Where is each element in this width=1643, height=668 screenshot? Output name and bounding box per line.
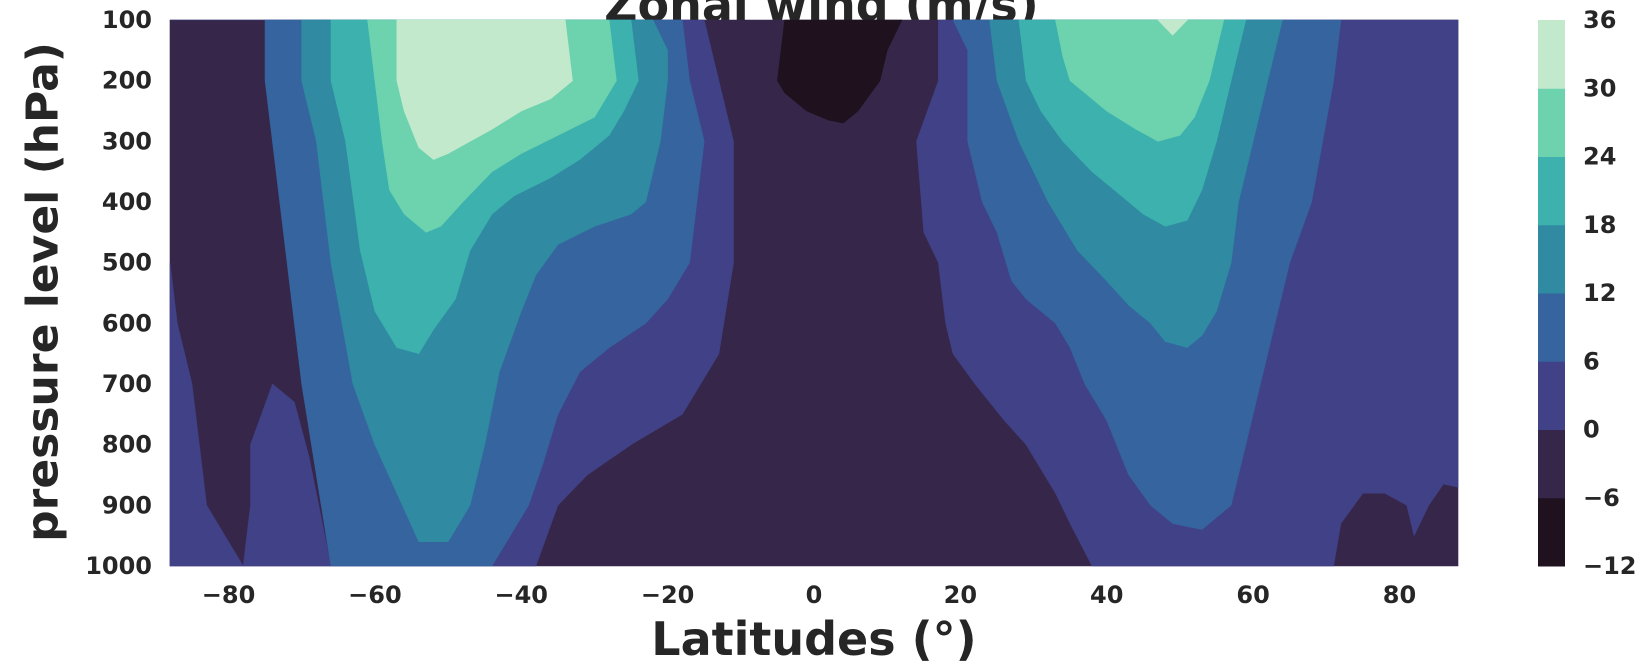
x-tick-label: 80 (1383, 581, 1416, 609)
colorbar-tick-label: 6 (1583, 347, 1600, 375)
x-tick-label: −40 (495, 581, 549, 609)
y-tick-label: 400 (102, 188, 152, 216)
colorbar-tick-label: 18 (1583, 211, 1616, 239)
colorbar-tick-label: 12 (1583, 279, 1616, 307)
contour-band-30-to-36 (1157, 19, 1188, 36)
colorbar-tick-label: −6 (1583, 484, 1620, 512)
colorbar-tick-label: 30 (1583, 74, 1616, 102)
y-tick-label: 900 (102, 491, 152, 519)
y-tick-label: 300 (102, 127, 152, 155)
x-tick-label: 40 (1090, 581, 1123, 609)
x-tick-label: 0 (806, 581, 823, 609)
colorbar-tick-label: 36 (1583, 6, 1616, 34)
y-tick-label: 600 (102, 309, 152, 337)
x-axis-label: Latitudes (°) (651, 612, 977, 666)
colorbar-band-6-to-12 (1538, 293, 1565, 362)
x-tick-label: −60 (348, 581, 402, 609)
contour-band-30-to-36 (396, 19, 573, 160)
y-tick-label: 800 (102, 431, 152, 459)
y-tick-label: 200 (102, 67, 152, 95)
colorbar-tick-label: −12 (1583, 552, 1637, 580)
contour-band-24-to-30 (1055, 19, 1225, 142)
contour-band--12-to--6 (777, 19, 903, 124)
colorbar-tick-label: 0 (1583, 416, 1600, 444)
colorbar-band-0-to-6 (1538, 361, 1565, 430)
x-tick-label: −20 (641, 581, 695, 609)
colorbar-band-30-to-36 (1538, 20, 1565, 89)
y-tick-label: 100 (102, 6, 152, 34)
y-tick-label: 1000 (85, 552, 152, 580)
y-tick-label: 500 (102, 249, 152, 277)
x-tick-label: 20 (944, 581, 977, 609)
colorbar-band-18-to-24 (1538, 156, 1565, 226)
colorbar-band-12-to-18 (1538, 224, 1565, 294)
colorbar-band-24-to-30 (1538, 88, 1565, 157)
x-tick-label: 60 (1236, 581, 1269, 609)
colorbar-band--6-to-0 (1538, 429, 1565, 499)
colorbar-band--12-to--6 (1538, 497, 1565, 567)
y-tick-label: 700 (102, 370, 152, 398)
colorbar-tick-label: 24 (1583, 143, 1616, 171)
x-tick-label: −80 (202, 581, 256, 609)
